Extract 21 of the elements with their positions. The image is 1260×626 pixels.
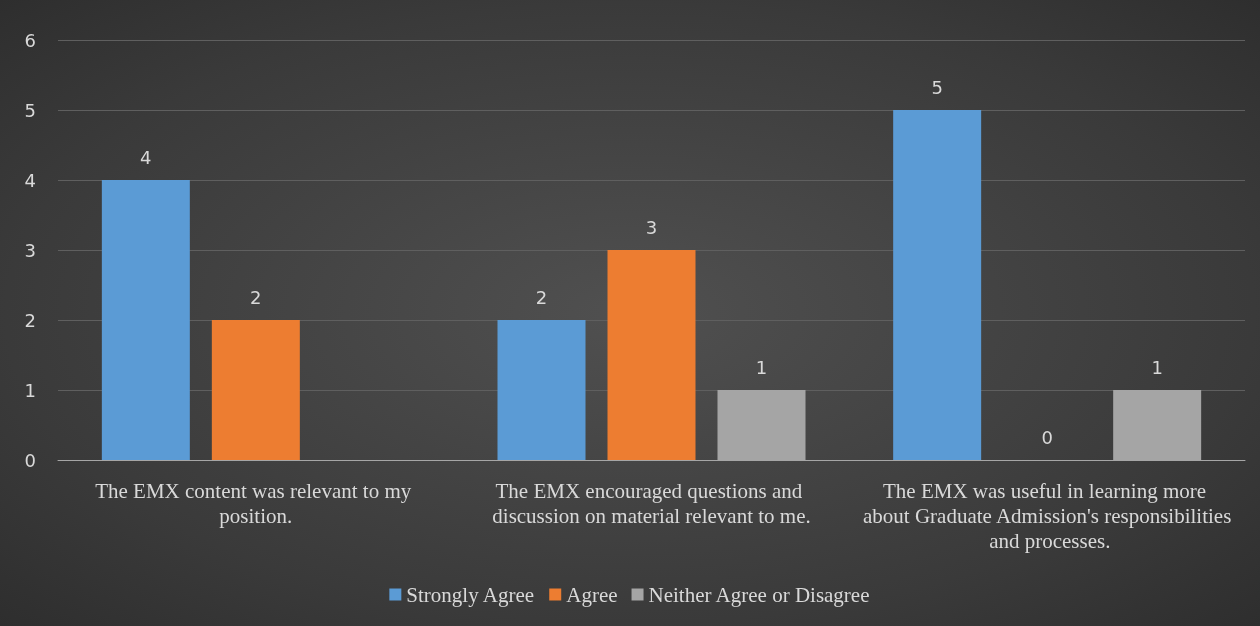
y-tick-label: 2 [24, 309, 36, 331]
x-tick-label: The EMX encouraged questions and discussion on material relevant to me. [492, 478, 811, 528]
y-tick-label: 6 [24, 29, 36, 51]
legend-label: Agree [566, 582, 618, 607]
legend-label: Strongly Agree [406, 582, 535, 607]
y-tick-label: 5 [24, 99, 36, 121]
data-label: 1 [1151, 356, 1163, 378]
data-label: 2 [535, 286, 548, 308]
data-label: 3 [645, 216, 658, 238]
data-label: 1 [755, 356, 768, 378]
x-tick-label: The EMX was useful in learning more about Graduate Admission's responsibilities and processes. [862, 478, 1232, 553]
y-tick-label: 0 [24, 449, 36, 471]
y-tick-label: 3 [24, 239, 36, 261]
data-label: 5 [931, 76, 943, 98]
x-tick-label: The EMX content was relevant to my position. [95, 478, 417, 528]
data-label: 2 [250, 286, 262, 308]
y-tick-label: 4 [24, 169, 36, 191]
data-label: 4 [140, 146, 152, 168]
legend-label: Neither Agree or Disagree [648, 582, 870, 607]
y-tick-label: 1 [24, 379, 36, 401]
data-label: 0 [1041, 426, 1053, 448]
